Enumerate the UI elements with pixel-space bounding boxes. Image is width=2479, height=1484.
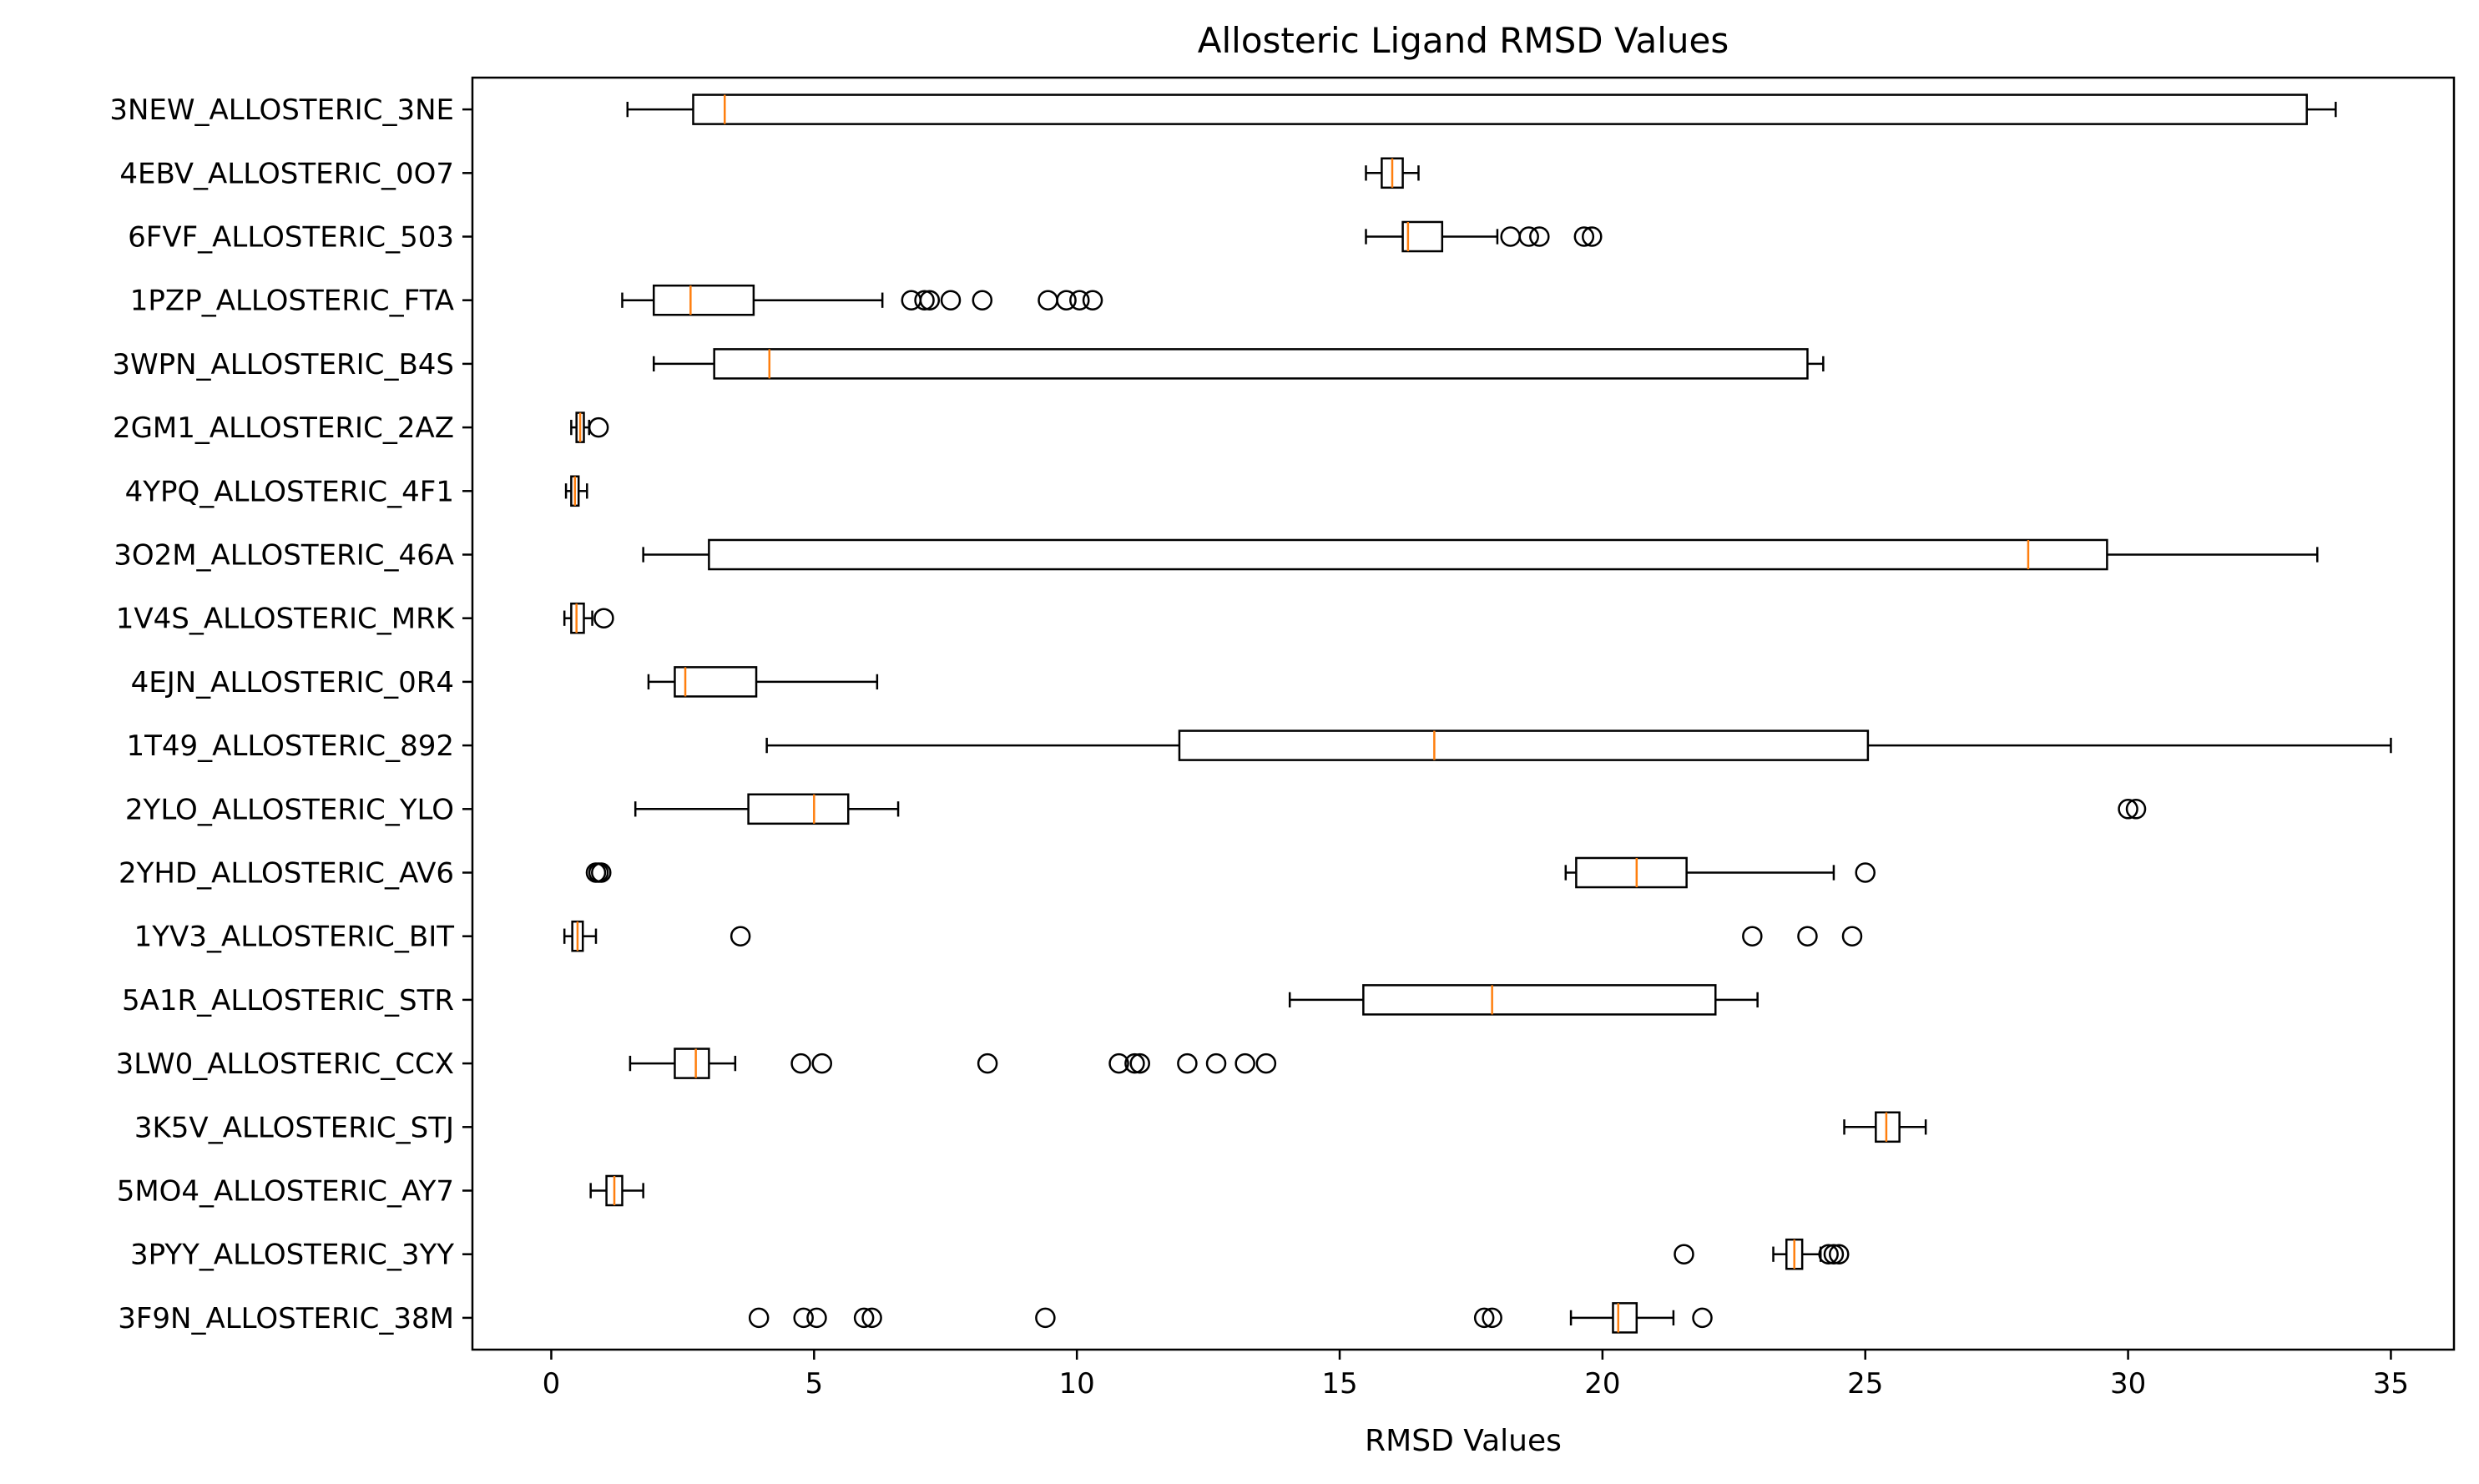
outlier-point — [811, 1052, 833, 1074]
outlier-point — [1234, 1052, 1255, 1074]
outlier-point — [1841, 926, 1863, 946]
x-tick-label: 0 — [543, 1367, 561, 1401]
box-iqr — [674, 666, 758, 698]
y-tick-label: 3LW0_ALLOSTERIC_CCX — [116, 1047, 454, 1081]
x-tick-label: 5 — [805, 1367, 823, 1401]
box-iqr — [692, 93, 2308, 125]
x-tick-label: 30 — [2110, 1367, 2146, 1401]
outlier-point — [1573, 226, 1595, 247]
outlier-point — [853, 1307, 875, 1329]
box-iqr — [747, 793, 850, 825]
outlier-point — [914, 290, 935, 310]
plot-marks: 0 5 10 15 20 25 30 35 3NEW_ALLOSTERIC_3NE 4EBV_AL… — [109, 93, 2409, 1401]
y-tick-label: 4YPQ_ALLOSTERIC_4F1 — [125, 475, 454, 508]
outlier-point — [977, 1052, 998, 1074]
y-tick-label: 3PYY_ALLOSTERIC_3YY — [130, 1239, 454, 1272]
x-tick-label: 25 — [1847, 1367, 1883, 1401]
box-iqr — [652, 284, 755, 316]
outlier-point — [1818, 1244, 1839, 1264]
outlier-point — [919, 290, 941, 310]
chart-title: Allosteric Ligand RMSD Values — [1198, 20, 1729, 61]
outlier-point — [2118, 799, 2138, 820]
y-tick-label: 2YHD_ALLOSTERIC_AV6 — [119, 857, 454, 891]
box-iqr — [1362, 984, 1717, 1016]
y-tick-label: 1V4S_ALLOSTERIC_MRK — [116, 603, 456, 636]
y-tick-label: 3K5V_ALLOSTERIC_STJ — [134, 1111, 454, 1144]
outlier-point — [1828, 1244, 1850, 1264]
y-tick-label: 5MO4_ALLOSTERIC_AY7 — [117, 1175, 454, 1209]
y-tick-label: 5A1R_ALLOSTERIC_STR — [122, 984, 454, 1017]
outlier-point — [1129, 1052, 1150, 1074]
x-tick-label: 20 — [1584, 1367, 1620, 1401]
outlier-point — [1692, 1307, 1713, 1329]
x-axis-label: RMSD Values — [1365, 1424, 1562, 1458]
outlier-point — [593, 608, 614, 628]
outlier-point — [940, 290, 962, 310]
box-iqr — [570, 602, 585, 634]
y-tick-label: 2GM1_ALLOSTERIC_2AZ — [113, 411, 454, 445]
y-tick-label: 3O2M_ALLOSTERIC_46A — [114, 539, 454, 573]
y-tick-label: 3WPN_ALLOSTERIC_B4S — [112, 348, 454, 381]
outlier-point — [748, 1307, 770, 1329]
y-tick-label: 1PZP_ALLOSTERIC_FTA — [130, 285, 454, 318]
outlier-point — [1082, 290, 1103, 310]
y-tick-label: 2YLO_ALLOSTERIC_YLO — [125, 793, 454, 826]
y-tick-label: 1YV3_ALLOSTERIC_BIT — [134, 921, 455, 954]
box-iqr — [1401, 220, 1444, 253]
outlier-point — [1177, 1052, 1198, 1074]
y-tick-label: 6FVF_ALLOSTERIC_503 — [128, 221, 454, 255]
outlier-point — [1674, 1244, 1694, 1264]
outlier-point — [730, 926, 751, 946]
box-iqr — [1575, 856, 1688, 889]
outlier-point — [1529, 226, 1550, 247]
outlier-point — [1124, 1052, 1145, 1074]
outlier-point — [793, 1307, 814, 1329]
outlier-point — [1056, 290, 1077, 310]
outlier-point — [2125, 799, 2147, 820]
x-tick-label: 35 — [2373, 1367, 2409, 1401]
outlier-point — [1582, 226, 1603, 247]
outlier-point — [1035, 1307, 1056, 1329]
outlier-point — [972, 290, 993, 310]
outlier-point — [1518, 226, 1539, 247]
box-iqr — [674, 1047, 710, 1079]
outlier-point — [591, 862, 612, 883]
plot-area-frame — [471, 76, 2456, 1351]
outlier-point — [1473, 1307, 1495, 1329]
outlier-point — [806, 1307, 827, 1329]
outlier-point — [1482, 1307, 1502, 1329]
box-iqr — [1178, 729, 1870, 761]
outlier-point — [1742, 926, 1763, 946]
box-iqr — [708, 538, 2108, 571]
y-tick-label: 4EJN_ALLOSTERIC_0R4 — [131, 666, 454, 699]
y-tick-label: 3NEW_ALLOSTERIC_3NE — [109, 93, 454, 127]
outlier-point — [861, 1307, 882, 1329]
box-iqr — [1612, 1302, 1638, 1334]
outlier-point — [588, 416, 609, 438]
outlier-point — [1823, 1244, 1845, 1264]
x-tick-label: 15 — [1321, 1367, 1357, 1401]
outlier-point — [1108, 1052, 1129, 1074]
outlier-point — [790, 1052, 811, 1074]
outlier-point — [1855, 862, 1876, 883]
y-tick-label: 3F9N_ALLOSTERIC_38M — [118, 1302, 454, 1335]
y-tick-label: 1T49_ALLOSTERIC_892 — [127, 729, 454, 763]
box-iqr — [1875, 1111, 1901, 1143]
box-iqr — [713, 348, 1809, 380]
y-tick-label: 4EBV_ALLOSTERIC_0O7 — [119, 157, 454, 190]
outlier-point — [1069, 290, 1090, 310]
x-tick-label: 10 — [1059, 1367, 1095, 1401]
outlier-point — [1205, 1052, 1227, 1074]
outlier-point — [1797, 926, 1818, 946]
outlier-point — [1255, 1052, 1277, 1074]
